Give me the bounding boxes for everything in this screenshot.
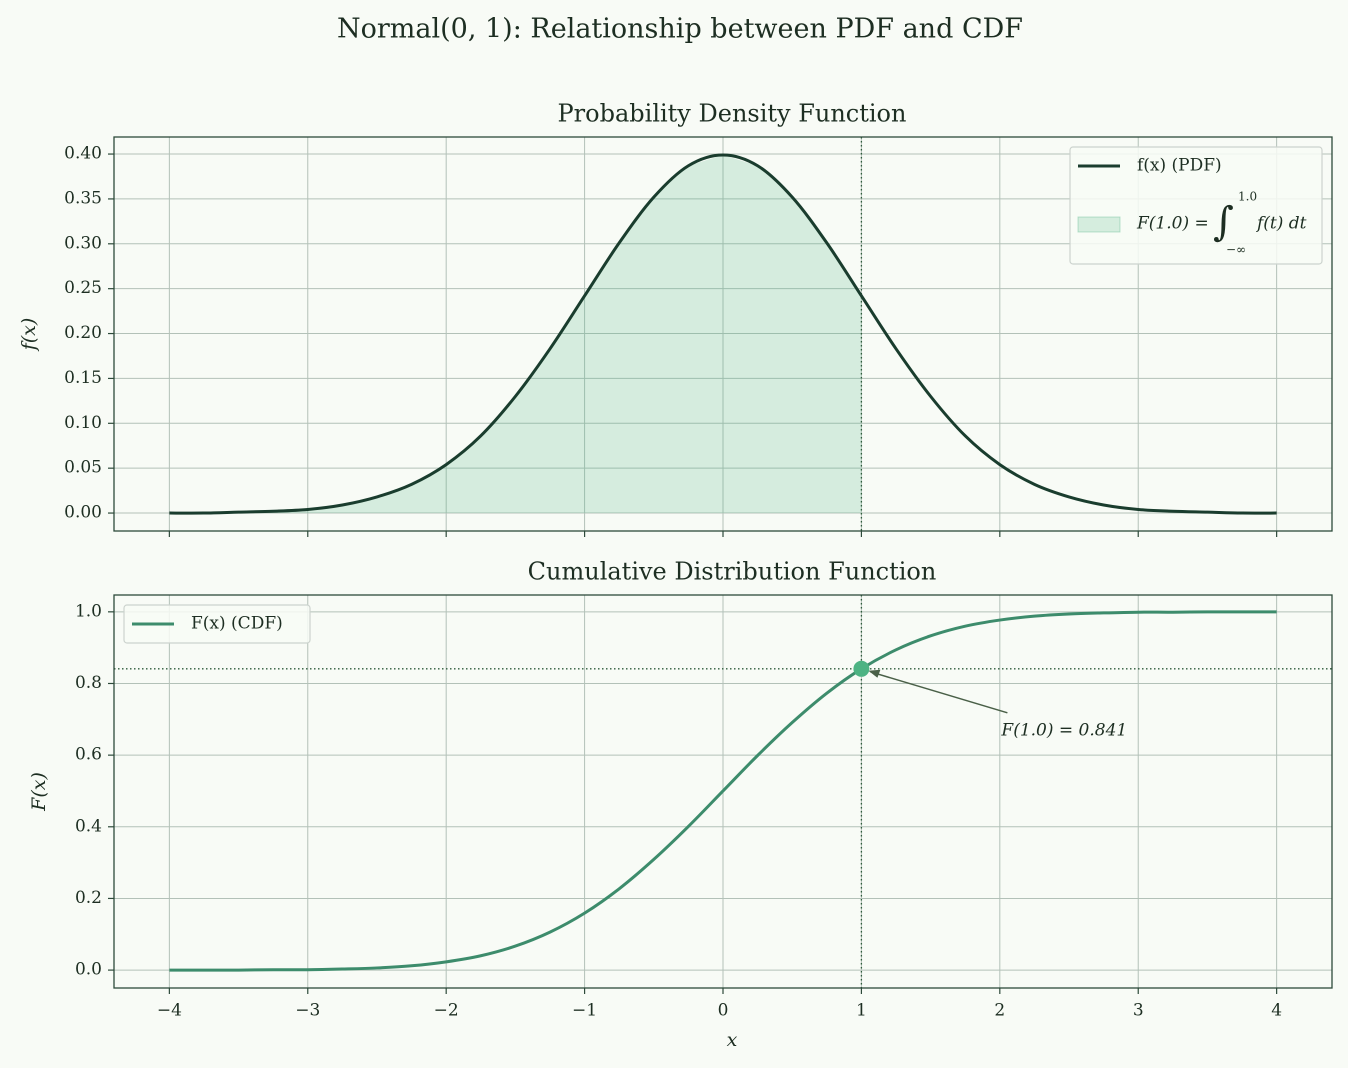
y-tick-label: 0.20	[64, 323, 102, 343]
axes-frame	[113, 136, 1333, 532]
y-tick-label: 0.35	[64, 188, 102, 208]
y-tick-label: 0.15	[64, 368, 102, 388]
x-tick-label: −1	[572, 1001, 597, 1021]
legend-label: F(1.0) =	[1136, 214, 1209, 234]
legend: F(x) (CDF)	[123, 604, 311, 644]
y-tick-label: 0.4	[75, 816, 102, 836]
y-tick-label: 1.0	[75, 601, 102, 621]
y-tick-label: 0.25	[64, 278, 102, 298]
x-tick-label: 1	[856, 1001, 867, 1021]
axes-title: Probability Density Function	[558, 100, 907, 128]
y-tick-label: 0.30	[64, 233, 102, 253]
y-axis-label: F(x)	[28, 772, 50, 812]
annotation-arrow	[870, 671, 1008, 714]
x-tick-label: −2	[434, 1001, 459, 1021]
x-axis-label: x	[727, 1029, 738, 1051]
legend-label: f(x) (PDF)	[1137, 156, 1222, 176]
legend-box	[1069, 146, 1323, 265]
series-line	[169, 153, 1277, 515]
y-tick-label: 0.40	[64, 144, 102, 164]
arrow-head	[868, 669, 881, 678]
y-tick-label: 0.00	[64, 503, 102, 523]
y-tick-label: 0.6	[75, 745, 102, 765]
axes-frame	[113, 594, 1333, 989]
y-tick-label: 0.0	[75, 960, 102, 980]
legend-label: F(x) (CDF)	[191, 614, 283, 634]
x-tick-label: 3	[1133, 1001, 1144, 1021]
x-tick-label: −3	[295, 1001, 320, 1021]
legend-box	[123, 604, 311, 644]
legend-upper-limit: 1.0	[1238, 190, 1257, 204]
y-tick-label: 0.10	[64, 413, 102, 433]
axes-title: Cumulative Distribution Function	[528, 558, 937, 586]
y-tick-label: 0.8	[75, 673, 102, 693]
shaded-area	[169, 154, 862, 514]
x-tick-label: −4	[157, 1001, 182, 1021]
legend-swatch	[1077, 216, 1121, 233]
annotation-label: F(1.0) = 0.841	[1000, 720, 1127, 740]
x-tick-label: 2	[994, 1001, 1005, 1021]
y-axis-label: f(x)	[18, 318, 40, 353]
legend-lower-limit: −∞	[1226, 243, 1246, 257]
figure-title: Normal(0, 1): Relationship between PDF a…	[337, 14, 1023, 45]
y-tick-label: 0.2	[75, 888, 102, 908]
y-tick-label: 0.05	[64, 458, 102, 478]
annotation-point	[853, 660, 870, 677]
legend-integral-sign: ∫	[1213, 199, 1234, 245]
x-tick-label: 4	[1271, 1001, 1282, 1021]
legend: f(x) (PDF) F(1.0) = ∫ 1.0 −∞ f(t) dt	[1069, 146, 1323, 265]
series-line	[169, 610, 1277, 972]
legend-integrand: f(t) dt	[1255, 214, 1307, 234]
x-tick-label: 0	[718, 1001, 729, 1021]
